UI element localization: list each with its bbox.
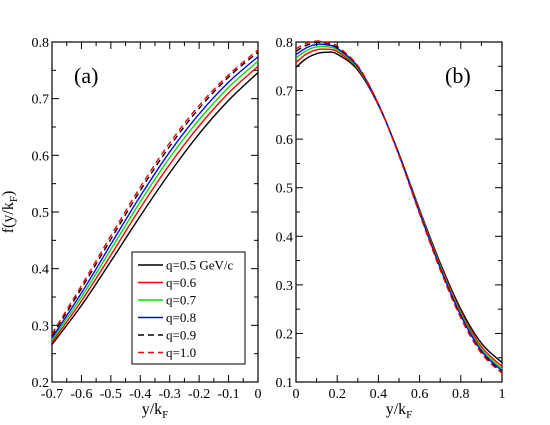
series-line-b-5 [295, 40, 503, 374]
curves-b [295, 40, 503, 374]
legend-box [131, 251, 246, 365]
legend-label-3: q=0.8 [166, 310, 196, 325]
panel-a: -0.7 -0.6 -0.5 -0.4 -0.3 -0.2 -0.1 0 0.2 0.3 0.4 0.… [0, 36, 262, 421]
x-tick-label-a-3: -0.4 [129, 387, 151, 402]
x-axis-label-b-main: y/k [386, 401, 406, 418]
curves-a [51, 49, 259, 346]
legend: q=0.5 GeV/c q=0.6 q=0.7 q=0.8 q=0.9 q=1.0 [131, 251, 246, 365]
series-line-b-1 [295, 48, 503, 367]
x-tick-label-a-2: -0.5 [100, 387, 122, 402]
series-line-a-4 [51, 51, 259, 336]
y-tick-label-b-2: 0.3 [276, 279, 294, 294]
panel-b: 0 0.2 0.4 0.6 0.8 1 0.1 0.2 0.3 0.4 0.5 0.6 0.7 0.8 (… [276, 36, 506, 421]
x-tick-label-b-1: 0.2 [328, 387, 346, 402]
x-tick-label-a-1: -0.6 [70, 387, 92, 402]
x-tick-label-a-5: -0.2 [188, 387, 210, 402]
y-tick-label-a-3: 0.5 [32, 206, 50, 221]
y-tick-label-b-0: 0.1 [276, 376, 294, 391]
y-tick-label-b-6: 0.7 [276, 85, 294, 100]
y-axis-label-main: f(y/k [0, 202, 17, 233]
x-axis-label-a: y/kF [142, 401, 169, 421]
legend-items: q=0.5 GeV/c q=0.6 q=0.7 q=0.8 q=0.9 q=1.0 [138, 258, 233, 360]
y-tick-label-a-4: 0.6 [32, 149, 50, 164]
y-tick-label-b-3: 0.4 [276, 230, 294, 245]
y-axis-label-subscript: F [8, 196, 20, 202]
x-axis-label-b-subscript: F [406, 409, 412, 421]
x-tick-label-b-3: 0.6 [411, 387, 429, 402]
y-tick-label-b-4: 0.5 [276, 182, 294, 197]
series-line-b-2 [295, 45, 503, 370]
x-tick-label-a-7: 0 [255, 387, 262, 402]
y-tick-label-b-7: 0.8 [276, 36, 294, 51]
y-axis-label: f(y/kF) [0, 191, 20, 234]
x-tick-label-a-4: -0.3 [159, 387, 181, 402]
series-line-b-0 [295, 51, 503, 364]
series-line-b-4 [295, 41, 503, 373]
x-tick-label-b-4: 0.8 [452, 387, 470, 402]
y-tick-label-a-5: 0.7 [32, 93, 50, 108]
y-axis-label-close: ) [0, 191, 17, 196]
x-axis-label-b: y/kF [386, 401, 413, 421]
legend-label-4: q=0.9 [166, 328, 196, 343]
x-axis-label-a-main: y/k [142, 401, 162, 418]
x-tick-label-a-6: -0.1 [217, 387, 239, 402]
legend-label-1: q=0.6 [166, 275, 197, 290]
x-tick-label-b-0: 0 [293, 387, 300, 402]
y-tick-label-a-2: 0.4 [32, 263, 50, 278]
legend-label-5: q=1.0 [166, 345, 196, 360]
series-line-a-0 [51, 72, 259, 346]
ticks-a [51, 41, 259, 383]
ticks-b [295, 41, 503, 383]
y-tick-label-a-0: 0.2 [32, 376, 50, 391]
y-tick-label-b-5: 0.6 [276, 133, 294, 148]
series-line-a-1 [51, 65, 259, 343]
tick-labels-a: -0.7 -0.6 -0.5 -0.4 -0.3 -0.2 -0.1 0 0.2 0.3 0.4 0.… [32, 36, 262, 402]
x-tick-label-b-5: 1 [499, 387, 506, 402]
legend-label-0: q=0.5 GeV/c [166, 258, 233, 273]
series-line-b-3 [295, 43, 503, 372]
x-tick-label-a-0: -0.7 [41, 387, 63, 402]
series-line-a-2 [51, 60, 259, 341]
legend-label-2: q=0.7 [166, 293, 197, 308]
x-axis-label-a-subscript: F [162, 409, 168, 421]
series-line-a-5 [51, 49, 259, 335]
y-tick-label-a-1: 0.3 [32, 319, 50, 334]
y-tick-label-a-6: 0.8 [32, 36, 50, 51]
panel-label-a: (a) [74, 63, 98, 88]
panel-label-b: (b) [445, 63, 471, 88]
x-tick-label-b-2: 0.4 [370, 387, 388, 402]
tick-labels-b: 0 0.2 0.4 0.6 0.8 1 0.1 0.2 0.3 0.4 0.5 0.6 0.7 0.8 [276, 36, 506, 402]
series-line-a-3 [51, 56, 259, 339]
y-tick-label-b-1: 0.2 [276, 327, 294, 342]
